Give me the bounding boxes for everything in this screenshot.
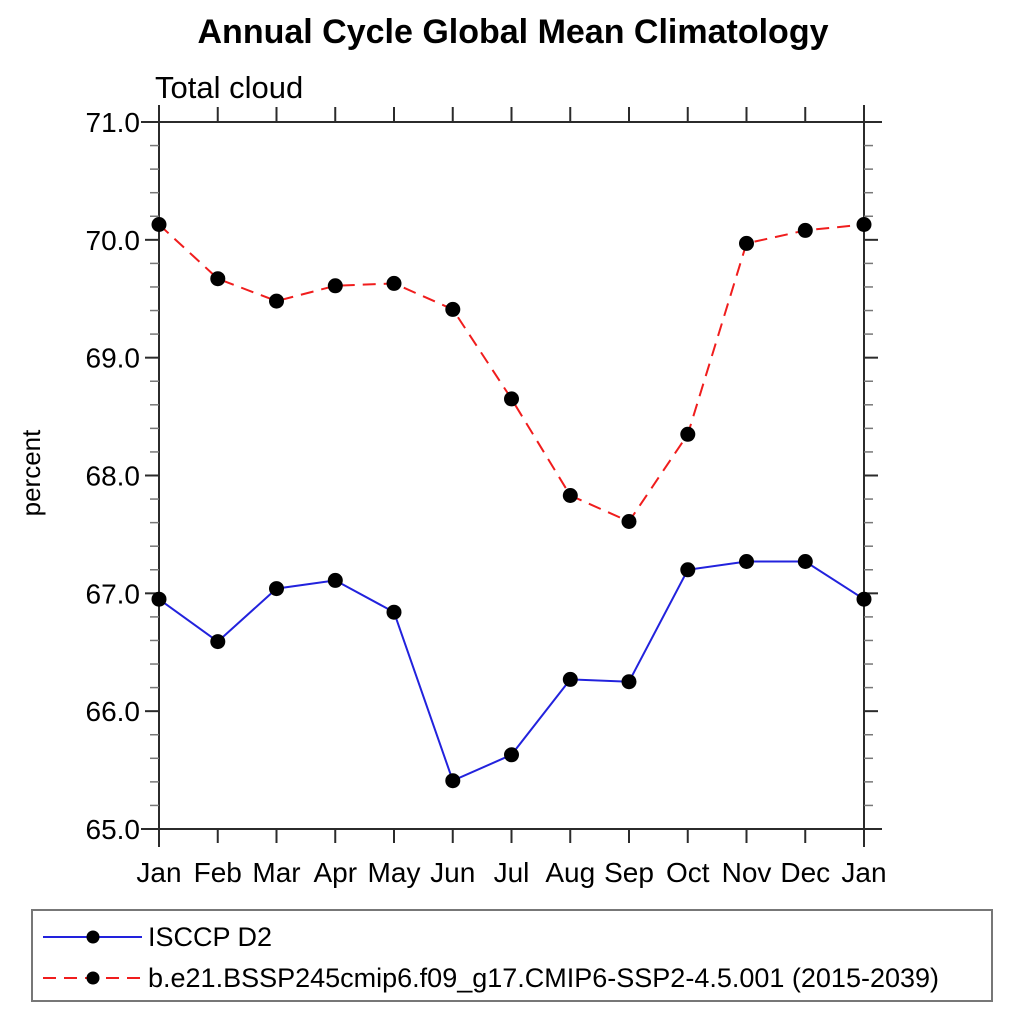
y-tick-label: 69.0 [86, 343, 141, 374]
x-tick-label: Feb [194, 857, 242, 888]
y-tick-label: 66.0 [86, 696, 141, 727]
x-tick-label: Apr [313, 857, 357, 888]
data-point-marker [327, 572, 343, 588]
x-tick-label: Sep [604, 857, 654, 888]
data-point-marker [680, 426, 696, 442]
data-point-marker [327, 278, 343, 294]
x-tick-label: Dec [780, 857, 830, 888]
data-point-marker [739, 554, 754, 569]
y-tick-label: 65.0 [86, 814, 141, 845]
legend-sample-marker [86, 930, 100, 944]
y-tick-label: 67.0 [86, 578, 141, 609]
data-point-marker [621, 514, 637, 529]
chart-title: Annual Cycle Global Mean Climatology [198, 13, 829, 51]
legend: ISCCP D2 b.e21.BSSP245cmip6.f09_g17.CMIP… [31, 909, 993, 1002]
data-point-marker [210, 634, 226, 650]
x-tick-label: Jul [494, 857, 530, 888]
data-point-marker [269, 293, 284, 309]
axes: Jan Feb Mar Apr May Jun Jul Aug Sep Oct Nov Dec Jan 6… [86, 105, 887, 888]
data-point-marker [210, 271, 226, 287]
data-point-marker [504, 747, 519, 763]
y-tick-label: 70.0 [86, 225, 141, 256]
series-model [151, 217, 872, 529]
series-isccp [151, 554, 872, 789]
y-axis-label: percent [16, 429, 46, 516]
data-series [151, 217, 872, 789]
y-tick-label: 71.0 [86, 107, 141, 138]
x-tick-label: Jan [136, 857, 181, 888]
data-point-marker [445, 773, 461, 789]
data-point-marker [269, 581, 284, 597]
x-tick-label: May [368, 857, 421, 888]
legend-line-sample-solid [43, 930, 142, 944]
x-tick-label: Jan [841, 857, 886, 888]
data-point-marker [151, 217, 167, 232]
data-point-marker [386, 275, 402, 291]
series-line [158, 223, 865, 523]
legend-label-model: b.e21.BSSP245cmip6.f09_g17.CMIP6-SSP2-4.… [148, 962, 940, 993]
legend-label-isccp: ISCCP D2 [148, 921, 273, 952]
x-tick-label: Aug [545, 857, 595, 888]
x-tick-label: Oct [666, 857, 710, 888]
data-point-marker [504, 391, 519, 407]
data-point-marker [856, 591, 872, 607]
data-point-marker [797, 222, 813, 238]
data-point-marker [445, 301, 461, 317]
chart-subtitle: Total cloud [155, 70, 303, 105]
data-point-marker [386, 604, 402, 620]
data-point-marker [562, 671, 578, 687]
legend-item-isccp: ISCCP D2 [38, 922, 272, 952]
data-point-marker [739, 235, 754, 251]
x-tick-label: Jun [430, 857, 475, 888]
data-point-marker [151, 591, 167, 607]
legend-sample-marker [86, 971, 100, 985]
data-point-marker [797, 554, 813, 569]
x-tick-label: Nov [722, 857, 772, 888]
data-point-marker [680, 562, 696, 578]
data-point-marker [621, 674, 637, 690]
x-tick-label: Mar [252, 857, 300, 888]
legend-item-model: b.e21.BSSP245cmip6.f09_g17.CMIP6-SSP2-4.… [38, 963, 939, 993]
legend-line-sample-dashed [43, 971, 142, 985]
data-point-marker [562, 488, 578, 503]
y-tick-label: 68.0 [86, 461, 141, 492]
data-point-marker [856, 217, 872, 232]
